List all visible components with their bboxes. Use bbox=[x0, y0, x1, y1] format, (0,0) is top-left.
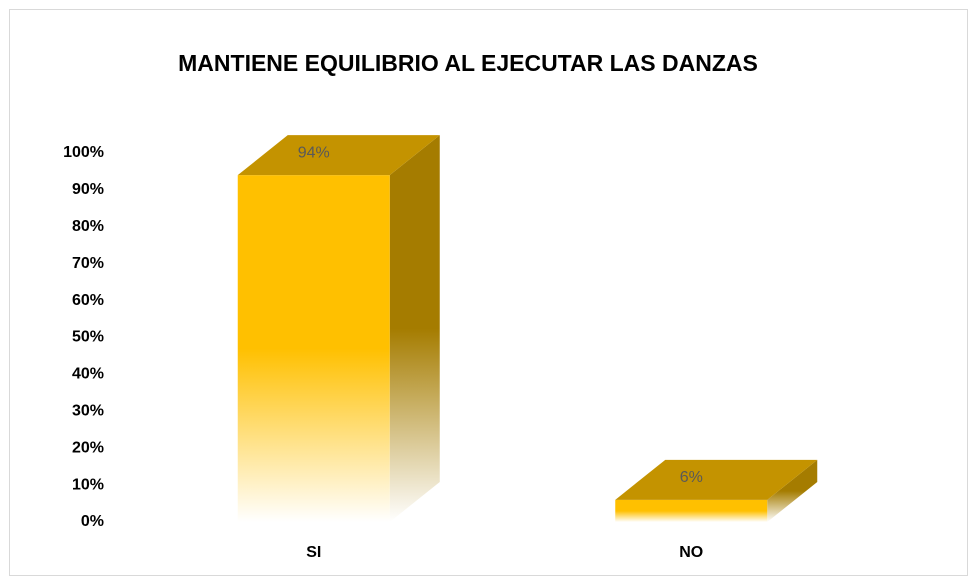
bar bbox=[615, 499, 768, 522]
y-tick-label: 90% bbox=[72, 181, 104, 198]
bar bbox=[237, 175, 390, 522]
chart-border bbox=[9, 9, 968, 576]
value-label: 6% bbox=[680, 469, 703, 486]
y-tick-label: 0% bbox=[81, 513, 104, 530]
y-tick-label: 10% bbox=[72, 476, 104, 493]
y-tick-label: 20% bbox=[72, 439, 104, 456]
value-label: 94% bbox=[298, 144, 330, 161]
bar-side bbox=[767, 459, 818, 522]
y-tick-label: 30% bbox=[72, 403, 104, 420]
y-tick-label: 70% bbox=[72, 255, 104, 272]
bar-top bbox=[237, 135, 440, 176]
y-tick-label: 80% bbox=[72, 218, 104, 235]
y-tick-label: 50% bbox=[72, 329, 104, 346]
y-tick-label: 60% bbox=[72, 292, 104, 309]
bar-top bbox=[615, 459, 818, 500]
x-tick-label: NO bbox=[679, 544, 703, 561]
bar-side bbox=[389, 135, 440, 522]
y-tick-label: 100% bbox=[63, 144, 104, 161]
chart-title: MANTIENE EQUILIBRIO AL EJECUTAR LAS DANZ… bbox=[178, 50, 758, 76]
x-tick-label: SI bbox=[306, 544, 321, 561]
y-tick-label: 40% bbox=[72, 366, 104, 383]
